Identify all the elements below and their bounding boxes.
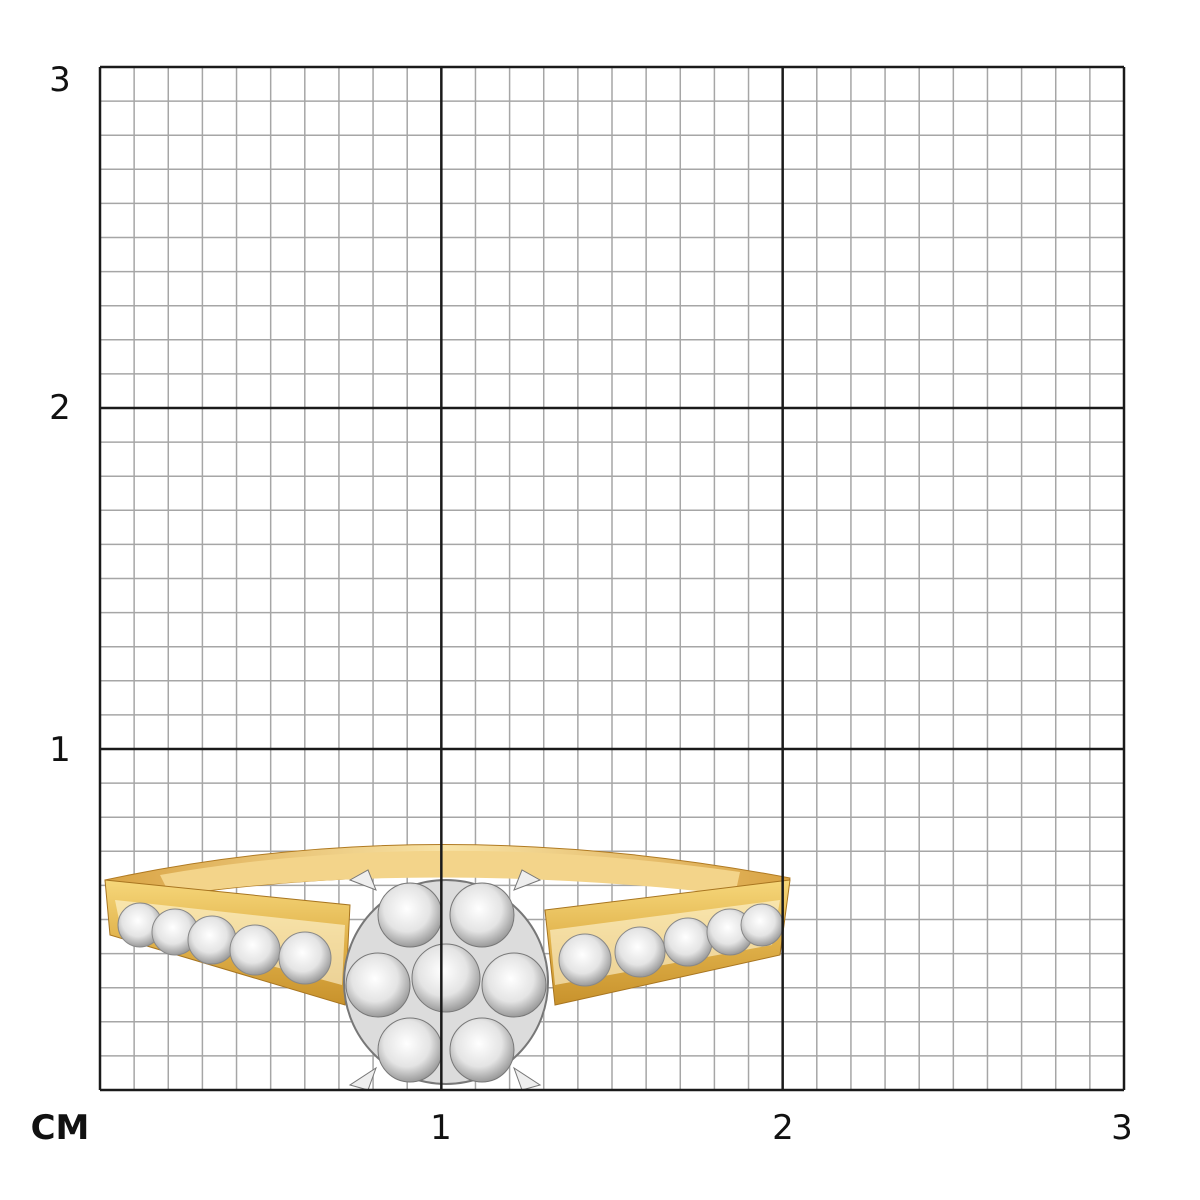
side-diamond — [187, 915, 237, 965]
side-diamond — [229, 924, 281, 976]
minor-grid-lines — [100, 67, 1124, 1090]
y-label-2: 2 — [49, 388, 71, 428]
center-diamond — [377, 882, 443, 948]
center-diamond — [481, 952, 547, 1018]
side-diamond — [740, 903, 784, 947]
y-label-3: 3 — [49, 60, 71, 100]
x-label-1: 1 — [430, 1108, 452, 1148]
center-diamond — [411, 943, 481, 1013]
unit-label: CM — [30, 1108, 90, 1148]
ring-image — [104, 844, 791, 1091]
side-diamond — [663, 917, 713, 967]
y-label-1: 1 — [49, 730, 71, 770]
side-diamond — [558, 933, 612, 987]
center-diamond — [449, 882, 515, 948]
center-diamond — [345, 952, 411, 1018]
side-diamond — [278, 931, 332, 985]
center-diamond — [449, 1017, 515, 1083]
side-diamond — [614, 926, 666, 978]
x-label-2: 2 — [772, 1108, 794, 1148]
x-label-3: 3 — [1111, 1108, 1133, 1148]
major-grid-lines — [98, 65, 1126, 1092]
center-diamond — [377, 1017, 443, 1083]
